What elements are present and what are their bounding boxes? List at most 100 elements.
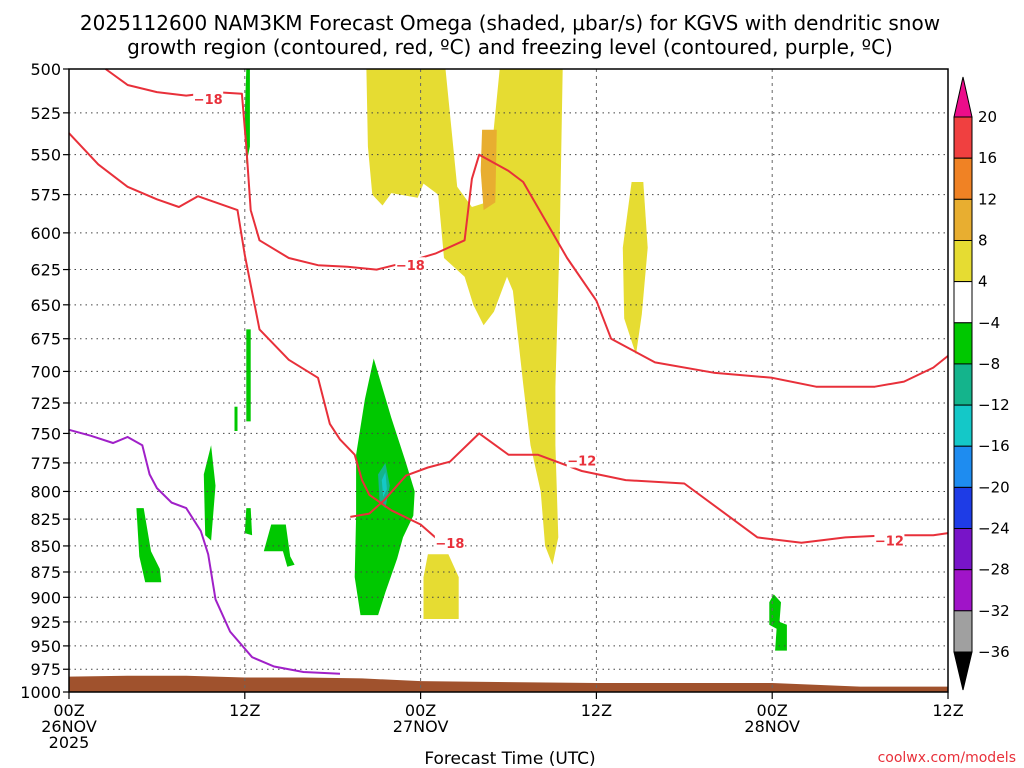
omega-region-14 bbox=[769, 594, 787, 651]
colorbar-swatch-8 bbox=[953, 445, 973, 488]
x-tick-label-48-0: 00Z bbox=[757, 701, 788, 720]
terrain-layer bbox=[69, 675, 948, 692]
x-axis-title: Forecast Time (UTC) bbox=[424, 749, 595, 768]
contour-label-bg-3 bbox=[566, 452, 597, 468]
colorbar-swatch-12 bbox=[953, 610, 973, 653]
contour-label-1: −18 bbox=[396, 259, 425, 274]
contour-label-3: −12 bbox=[567, 455, 596, 470]
colorbar-swatch-4 bbox=[953, 281, 973, 324]
colorbar-label-3: 8 bbox=[978, 232, 988, 250]
contour-label-2: −18 bbox=[435, 537, 464, 552]
y-tick-label-900: 900 bbox=[30, 588, 61, 607]
contour-line-1 bbox=[68, 132, 451, 542]
colorbar-label-8: −16 bbox=[978, 437, 1010, 455]
colorbar-label-9: −20 bbox=[978, 478, 1010, 496]
colorbar-swatch-3 bbox=[953, 240, 973, 283]
y-tick-label-950: 950 bbox=[30, 637, 61, 656]
contour-label-4: −12 bbox=[875, 535, 904, 550]
y-tick-label-775: 775 bbox=[30, 454, 61, 473]
contour-line-2 bbox=[350, 432, 949, 544]
omega-region-7 bbox=[203, 445, 216, 541]
x-tick-label-0-0: 00Z bbox=[53, 701, 84, 720]
colorbar-label-0: 20 bbox=[978, 108, 997, 126]
y-tick-label-675: 675 bbox=[30, 330, 61, 349]
x-tick-label-60-0: 12Z bbox=[932, 701, 963, 720]
y-tick-label-650: 650 bbox=[30, 296, 61, 315]
omega-region-6 bbox=[234, 406, 238, 431]
chart-title-line1: 2025112600 NAM3KM Forecast Omega (shaded… bbox=[80, 11, 940, 35]
x-tick-label-48-1: 28NOV bbox=[744, 717, 800, 736]
site-credit: coolwx.com/models bbox=[878, 750, 1016, 766]
colorbar-swatch-9 bbox=[953, 486, 973, 530]
freezing-level-contour bbox=[68, 428, 341, 675]
contour-line-0 bbox=[105, 68, 949, 388]
y-tick-label-850: 850 bbox=[30, 537, 61, 556]
y-tick-label-800: 800 bbox=[30, 482, 61, 501]
omega-region-9 bbox=[244, 508, 253, 536]
colorbar-swatch-5 bbox=[953, 322, 973, 365]
omega-region-1 bbox=[480, 129, 497, 211]
y-tick-label-750: 750 bbox=[30, 424, 61, 443]
freezing-level-line bbox=[68, 428, 341, 675]
colorbar-swatch-7 bbox=[953, 404, 973, 447]
omega-shading-layer bbox=[136, 69, 787, 651]
y-tick-label-1000: 1000 bbox=[20, 683, 61, 702]
colorbar-swatch-0 bbox=[953, 116, 973, 159]
omega-region-8 bbox=[136, 508, 162, 583]
colorbar-swatch-2 bbox=[953, 198, 973, 242]
omega-region-3 bbox=[423, 554, 459, 619]
y-tick-label-525: 525 bbox=[30, 104, 61, 123]
x-tick-label-12-0: 12Z bbox=[229, 701, 260, 720]
colorbar-swatch-11 bbox=[953, 569, 973, 612]
colorbar-swatch-10 bbox=[953, 528, 973, 571]
x-tick-label-36-0: 12Z bbox=[581, 701, 612, 720]
terrain-fill bbox=[69, 675, 948, 692]
omega-region-5 bbox=[246, 329, 251, 422]
x-tick-label-0-2: 2025 bbox=[49, 733, 90, 752]
x-tick-label-24-1: 27NOV bbox=[393, 717, 449, 736]
contour-label-bg-4 bbox=[874, 532, 905, 548]
colorbar-label-2: 12 bbox=[978, 190, 997, 208]
contour-label-0: −18 bbox=[194, 93, 223, 108]
y-tick-label-975: 975 bbox=[30, 660, 61, 679]
y-tick-label-550: 550 bbox=[30, 146, 61, 165]
omega-region-0 bbox=[366, 69, 563, 565]
colorbar-label-11: −28 bbox=[978, 561, 1010, 579]
colorbar-label-12: −32 bbox=[978, 602, 1010, 620]
colorbar-label-7: −12 bbox=[978, 396, 1010, 414]
y-tick-label-575: 575 bbox=[30, 186, 61, 205]
y-tick-label-825: 825 bbox=[30, 510, 61, 529]
y-tick-label-700: 700 bbox=[30, 362, 61, 381]
gridlines bbox=[69, 69, 948, 692]
colorbar-label-13: −36 bbox=[978, 643, 1010, 661]
plot-frame bbox=[68, 68, 949, 693]
omega-colorbar: 20 16 12 8 4 −4 −8 −12 −16 −20 −24 −28 −32 −36 bbox=[953, 76, 1010, 691]
colorbar-label-10: −24 bbox=[978, 520, 1010, 538]
colorbar-label-4: 4 bbox=[978, 273, 988, 291]
colorbar-top-arrow bbox=[953, 76, 973, 118]
contour-label-bg-2 bbox=[434, 534, 465, 550]
contour-label-bg-1 bbox=[395, 257, 426, 273]
y-tick-label-725: 725 bbox=[30, 394, 61, 413]
omega-region-13 bbox=[381, 472, 387, 497]
colorbar-label-6: −8 bbox=[978, 355, 1000, 373]
y-tick-label-600: 600 bbox=[30, 224, 61, 243]
x-tick-label-0-1: 26NOV bbox=[41, 717, 97, 736]
y-tick-label-875: 875 bbox=[30, 563, 61, 582]
y-tick-label-925: 925 bbox=[30, 613, 61, 632]
y-axis-ticks: 500 525 550 575 600 625 650 675 700 725 750 775 800 8… bbox=[20, 60, 69, 702]
chart-title-line2: growth region (contoured, red, ºC) and f… bbox=[127, 35, 893, 59]
colorbar-swatch-6 bbox=[953, 363, 973, 406]
contour-label-bg-0 bbox=[193, 91, 224, 107]
x-tick-label-24-0: 00Z bbox=[405, 701, 436, 720]
y-tick-label-625: 625 bbox=[30, 261, 61, 280]
colorbar-bottom-arrow bbox=[953, 651, 973, 691]
colorbar-label-1: 16 bbox=[978, 149, 997, 167]
dendritic-growth-contours: −18 −18 −18 −12 −12 bbox=[68, 68, 949, 552]
colorbar-label-5: −4 bbox=[978, 314, 1000, 332]
omega-region-2 bbox=[622, 182, 648, 355]
colorbar-swatch-1 bbox=[953, 157, 973, 200]
y-tick-label-500: 500 bbox=[30, 60, 61, 79]
